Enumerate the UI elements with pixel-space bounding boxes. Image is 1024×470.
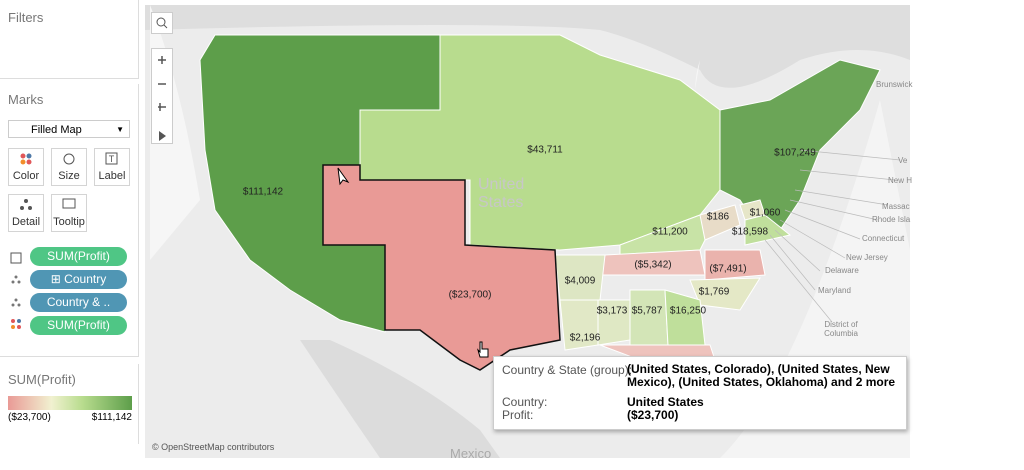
hand-cursor [476, 341, 489, 358]
pill[interactable]: ⊞ Country [30, 270, 127, 289]
region[interactable] [704, 249, 766, 281]
svg-text:T: T [109, 154, 115, 164]
region-label: $11,200 [652, 227, 688, 238]
pill-icons [10, 252, 22, 329]
region[interactable] [629, 289, 669, 346]
region-label: ($5,342) [634, 260, 671, 271]
region-label: $18,598 [732, 227, 769, 238]
tooltip-value: United States [627, 395, 704, 409]
attribution: © OpenStreetMap contributors [152, 442, 275, 452]
region[interactable] [689, 277, 761, 311]
filters-pane: Filters [0, 0, 139, 79]
search-button[interactable] [151, 12, 173, 34]
pill[interactable]: SUM(Profit) [30, 247, 127, 266]
region-label: $3,173 [597, 306, 628, 317]
cursor [337, 167, 350, 186]
place-label: Brunswick [876, 80, 913, 89]
region-label: $1,769 [699, 287, 730, 298]
region[interactable] [744, 214, 792, 246]
place-label: Delaware [825, 266, 859, 275]
region-label: $2,196 [570, 333, 601, 344]
pane-title: Filters [8, 10, 44, 25]
place-label: Maryland [818, 286, 851, 295]
button-label: Size [58, 170, 80, 182]
region-label: $4,009 [565, 276, 596, 287]
mark-type-dropdown[interactable]: Filled Map ▼ [8, 120, 130, 138]
marks-pane: Marks Filled Map ▼ Color Size T Label Deta… [0, 84, 139, 357]
place-label: Mexico [450, 446, 492, 461]
zoom-controls [151, 48, 173, 144]
tooltip-label: Country: [502, 395, 548, 409]
tooltip: Country & State (group): (United States,… [493, 356, 907, 430]
region[interactable] [699, 204, 741, 241]
region-label: $1,060 [750, 208, 781, 219]
place-label: New Jersey [846, 253, 888, 262]
label-button[interactable]: T Label [94, 148, 130, 186]
land [145, 5, 910, 88]
place-label: New H [888, 176, 913, 185]
color-button[interactable]: Color [8, 148, 44, 186]
dropdown-text: Filled Map [31, 124, 82, 136]
region-label: $111,142 [243, 187, 284, 198]
region[interactable] [719, 59, 881, 231]
color-ramp [8, 396, 132, 410]
pill[interactable]: Country & .. [30, 293, 127, 312]
legend-min: ($23,700) [8, 412, 51, 423]
button-label: Color [12, 170, 40, 182]
detail-button[interactable]: Detail [8, 194, 44, 232]
size-button[interactable]: Size [51, 148, 87, 186]
region-label: $16,250 [670, 306, 707, 317]
legend: SUM(Profit) ($23,700) $111,142 [0, 364, 139, 444]
tooltip-button[interactable]: Tooltip [51, 194, 87, 232]
button-label: Tooltip [53, 216, 85, 228]
pill[interactable]: SUM(Profit) [30, 316, 127, 335]
place-label: Rhode Isla [872, 215, 911, 224]
place-label: Massac [882, 202, 910, 211]
place-label: District of Columbia [824, 320, 858, 338]
place-label: Ve [898, 156, 908, 165]
legend-max: $111,142 [91, 412, 132, 423]
tooltip-label: Country & State (group): [502, 363, 633, 377]
button-label: Detail [11, 216, 41, 228]
region-label: ($7,491) [709, 264, 746, 275]
legend-title: SUM(Profit) [8, 372, 76, 387]
tooltip-value: (United States, Colorado), (United State… [627, 362, 896, 389]
region-label: $186 [707, 212, 730, 223]
region-label: $107,249 [774, 148, 816, 159]
place-label: Connecticut [862, 234, 905, 243]
place-label: United States [478, 176, 525, 211]
region-label: $5,787 [632, 306, 663, 317]
region-label: $43,711 [527, 145, 563, 156]
region[interactable] [559, 299, 599, 351]
pane-title: Marks [8, 92, 44, 107]
region-label: ($23,700) [449, 290, 492, 301]
land [300, 340, 500, 458]
leader-lines [764, 149, 901, 323]
tooltip-label: Profit: [502, 408, 534, 422]
tooltip-value: ($23,700) [627, 408, 679, 422]
button-label: Label [98, 170, 126, 182]
